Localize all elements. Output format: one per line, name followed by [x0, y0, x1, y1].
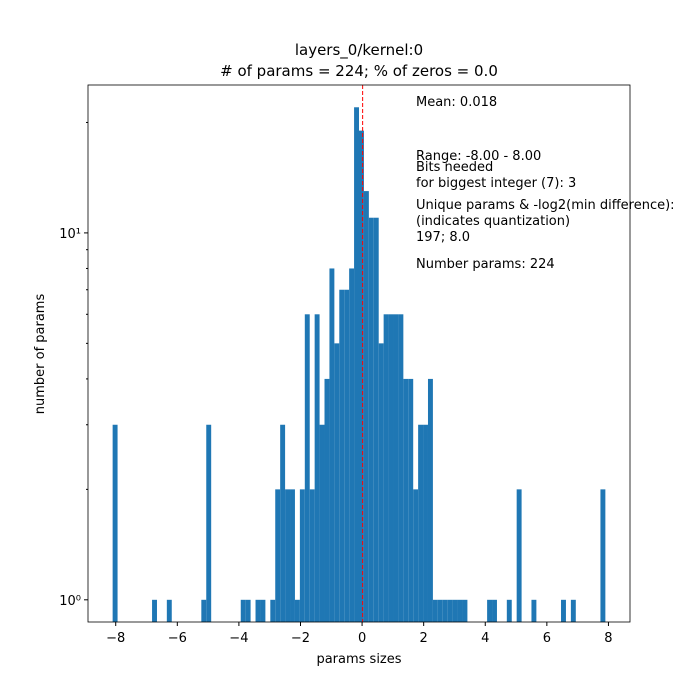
bar: [531, 599, 537, 622]
bar: [447, 599, 453, 622]
annotation: Bits needed for biggest integer (7): 3: [416, 160, 576, 191]
y-tick-label: 10¹: [59, 227, 81, 242]
x-tick-label: −8: [106, 631, 125, 646]
x-tick-label: −6: [168, 631, 187, 646]
bar: [561, 599, 566, 622]
annotation-line: for biggest integer (7): 3: [416, 176, 576, 191]
chart-subtitle: # of params = 224; % of zeros = 0.0: [220, 62, 498, 80]
bar: [413, 489, 419, 622]
bar: [245, 599, 251, 622]
x-tick-label: 0: [358, 631, 366, 646]
bar: [432, 599, 438, 622]
plot-frame: [87, 84, 631, 623]
annotation-line: Mean: 0.018: [416, 95, 497, 110]
bar: [408, 378, 414, 622]
bar: [349, 268, 355, 622]
bar: [398, 314, 404, 622]
bar: [462, 599, 468, 622]
bar: [344, 289, 350, 622]
bar: [275, 489, 281, 622]
x-tick-label: 4: [481, 631, 489, 646]
bar: [363, 191, 369, 622]
bar: [373, 217, 379, 622]
x-tick-label: −2: [291, 631, 310, 646]
bar: [304, 314, 310, 622]
y-axis-label: number of params: [33, 294, 48, 415]
bar: [388, 314, 394, 622]
bar: [270, 599, 276, 622]
bar: [285, 489, 291, 622]
bar: [368, 217, 374, 622]
bar: [299, 489, 305, 622]
annotation-line: Unique params & -log2(min difference):: [416, 198, 675, 213]
bar: [516, 489, 522, 622]
bar: [354, 107, 359, 622]
bar: [492, 599, 497, 622]
bar: [418, 424, 424, 622]
bar: [309, 489, 315, 622]
bar: [487, 599, 493, 622]
bar: [290, 489, 295, 622]
bar: [329, 268, 335, 622]
bar: [506, 599, 512, 622]
bar: [393, 314, 399, 622]
x-axis-label: params sizes: [316, 652, 401, 667]
x-tick-label: 2: [420, 631, 428, 646]
annotation-line: (indicates quantization): [416, 214, 570, 229]
bar: [339, 289, 345, 622]
annotation: Mean: 0.018: [416, 95, 497, 110]
annotation-line: 197; 8.0: [416, 230, 470, 245]
bar: [359, 130, 364, 622]
bar: [334, 343, 340, 622]
annotation-line: Bits needed: [416, 160, 493, 175]
bar: [324, 378, 330, 622]
bar: [319, 424, 325, 622]
x-tick-label: 8: [604, 631, 612, 646]
bar: [280, 424, 286, 622]
bar: [452, 599, 458, 622]
x-tick-label: 6: [543, 631, 551, 646]
bar: [240, 599, 246, 622]
bar: [437, 599, 443, 622]
bar: [600, 489, 606, 622]
bar: [314, 314, 320, 622]
chart-title: layers_0/kernel:0: [295, 41, 423, 60]
annotation: Unique params & -log2(min difference): (i…: [416, 198, 675, 245]
bar: [260, 599, 266, 622]
bar: [255, 599, 261, 622]
bar: [457, 599, 463, 622]
bar: [403, 378, 409, 622]
x-tick-label: −4: [229, 631, 248, 646]
annotation-line: Number params: 224: [416, 257, 555, 272]
bar: [201, 599, 207, 622]
y-tick-label: 10⁰: [59, 594, 81, 609]
bar: [112, 424, 118, 622]
bar: [423, 424, 428, 622]
bar: [294, 599, 300, 622]
bar: [378, 343, 384, 622]
bar: [383, 314, 389, 622]
bar: [152, 599, 157, 622]
bar: [427, 378, 433, 622]
bar: [570, 599, 576, 622]
annotation-line: Range: -8.00 - 8.00: [416, 149, 541, 164]
annotation: Range: -8.00 - 8.00: [416, 149, 541, 164]
bar: [442, 599, 448, 622]
bar: [206, 424, 212, 622]
annotation: Number params: 224: [416, 257, 555, 272]
bar: [166, 599, 172, 622]
